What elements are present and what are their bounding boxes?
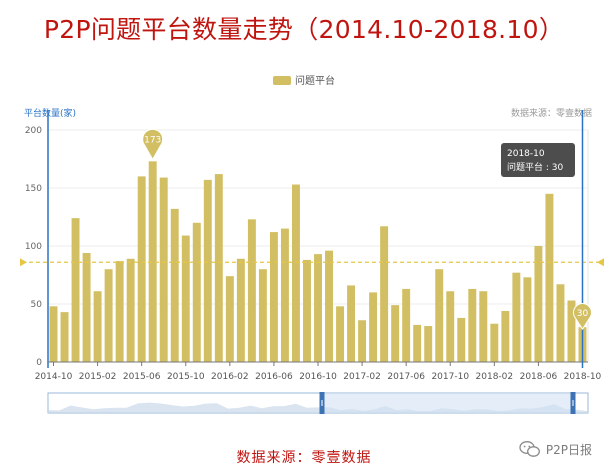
tooltip — [501, 143, 575, 177]
bar[interactable] — [413, 324, 422, 362]
bar[interactable] — [303, 259, 311, 362]
x-tick-label: 2017-02 — [343, 372, 381, 382]
legend[interactable]: 问题平台 — [0, 72, 608, 87]
bar[interactable] — [49, 306, 58, 362]
bar[interactable] — [468, 288, 477, 362]
bar[interactable] — [93, 291, 102, 362]
data-source-caption: 数据来源：零壹数据 — [236, 450, 372, 466]
x-tick-label: 2018-06 — [520, 372, 558, 382]
bar[interactable] — [148, 161, 157, 362]
bar[interactable] — [137, 176, 146, 362]
bar[interactable] — [391, 305, 400, 362]
source-note: 数据来源：零壹数据 — [510, 109, 592, 119]
bar[interactable] — [523, 277, 532, 362]
bar[interactable] — [82, 252, 91, 362]
bar[interactable] — [446, 291, 455, 362]
bar[interactable] — [435, 269, 444, 362]
bar[interactable] — [236, 258, 245, 362]
bar[interactable] — [545, 193, 554, 362]
x-tick-label: 2015-06 — [123, 372, 161, 382]
bar[interactable] — [534, 246, 543, 362]
tooltip-date: 2018-10 — [507, 149, 545, 159]
max-value-marker — [142, 128, 164, 161]
bar[interactable] — [424, 326, 433, 362]
x-tick-label: 2015-10 — [167, 372, 205, 382]
legend-swatch — [273, 76, 291, 85]
x-tick-label: 2018-10 — [564, 372, 602, 382]
chart-title: P2P问题平台数量走势（2014.10-2018.10） — [43, 15, 565, 44]
x-tick-label: 2016-10 — [299, 372, 337, 382]
x-tick-label: 2018-02 — [476, 372, 514, 382]
bar[interactable] — [225, 276, 234, 362]
bar[interactable] — [170, 208, 179, 362]
bar[interactable] — [269, 232, 278, 362]
bar[interactable] — [247, 219, 256, 362]
y-tick-label: 50 — [31, 300, 43, 310]
bar[interactable] — [556, 284, 565, 362]
bar[interactable] — [60, 312, 69, 362]
y-tick-label: 100 — [25, 242, 42, 252]
bar[interactable] — [512, 272, 521, 362]
average-line-arrow — [597, 258, 604, 267]
bar[interactable] — [192, 222, 201, 362]
zoom-slider-selection[interactable] — [322, 393, 573, 413]
legend-label: 问题平台 — [295, 76, 335, 87]
bar[interactable] — [490, 323, 499, 362]
bar[interactable] — [291, 184, 300, 362]
bar-chart: 0 50 100 150 200 2014-10 2015-02 2015-06 2015-10… — [20, 110, 604, 414]
bar[interactable] — [314, 254, 322, 362]
bar[interactable] — [258, 269, 267, 362]
bar[interactable] — [159, 177, 168, 362]
watermark: P2P日报 — [519, 440, 592, 458]
bar[interactable] — [325, 250, 333, 362]
bar[interactable] — [358, 320, 367, 362]
bar[interactable] — [214, 174, 223, 362]
average-line-arrow — [20, 258, 27, 267]
bar[interactable] — [369, 292, 378, 362]
bar[interactable] — [115, 261, 124, 362]
bar[interactable] — [181, 235, 190, 362]
max-value-label: 173 — [144, 135, 161, 145]
tooltip-value: 问题平台 : 30 — [507, 161, 563, 173]
bar[interactable] — [104, 269, 113, 362]
bar[interactable] — [567, 300, 576, 362]
x-tick-label: 2017-10 — [431, 372, 469, 382]
bar[interactable] — [336, 306, 345, 362]
x-tick-label: 2016-06 — [255, 372, 293, 382]
bar[interactable] — [126, 258, 135, 362]
bar[interactable] — [71, 218, 80, 362]
x-tick-label: 2015-02 — [79, 372, 117, 382]
bar[interactable] — [380, 226, 389, 362]
bar[interactable] — [479, 291, 488, 362]
y-axis-title: 平台数量(家) — [24, 109, 77, 119]
x-tick-label: 2017-06 — [387, 372, 425, 382]
x-tick-label: 2016-02 — [211, 372, 249, 382]
last-value-marker — [573, 303, 592, 331]
y-tick-label: 0 — [36, 358, 42, 368]
x-tick-label: 2014-10 — [35, 372, 73, 382]
bar[interactable] — [347, 285, 356, 362]
bar[interactable] — [402, 288, 411, 362]
watermark-label: P2P日报 — [545, 442, 592, 457]
y-tick-label: 150 — [25, 184, 42, 194]
y-tick-label: 200 — [25, 126, 42, 136]
wechat-icon — [519, 441, 540, 457]
last-value-label: 30 — [577, 309, 589, 319]
bar[interactable] — [457, 317, 466, 362]
bar[interactable] — [280, 228, 289, 362]
bar[interactable] — [501, 310, 510, 362]
bar[interactable] — [203, 179, 212, 362]
